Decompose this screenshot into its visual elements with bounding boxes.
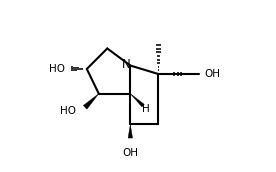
Polygon shape <box>130 94 144 107</box>
Text: N: N <box>122 58 131 71</box>
Text: HO: HO <box>60 106 76 116</box>
Text: HO: HO <box>49 64 65 74</box>
Text: OH: OH <box>205 69 221 79</box>
Text: OH: OH <box>122 148 138 158</box>
Polygon shape <box>83 94 99 109</box>
Polygon shape <box>128 124 132 138</box>
Text: H: H <box>142 104 150 114</box>
